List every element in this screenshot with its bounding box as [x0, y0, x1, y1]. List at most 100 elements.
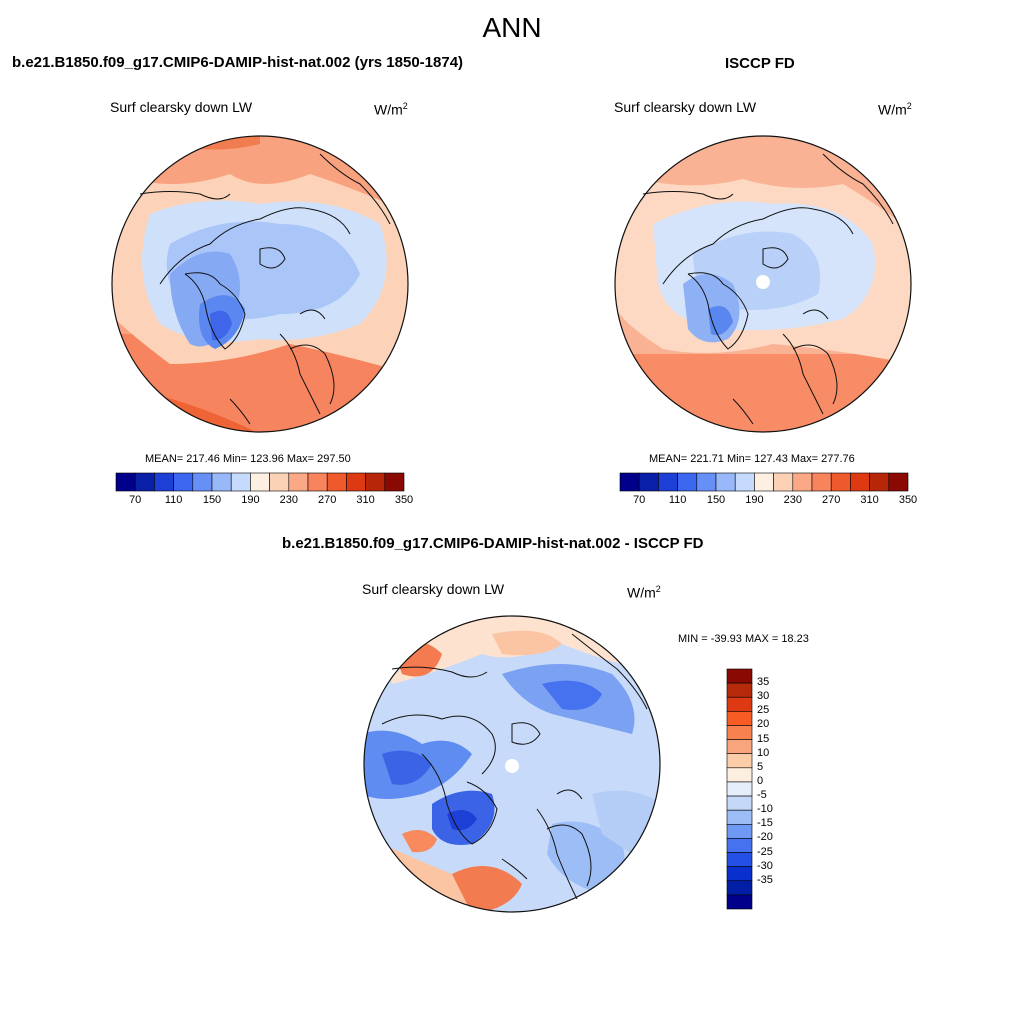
panel-obs-colorbar-tick-label: 150 — [706, 494, 726, 506]
panel-diff-colorbar-swatch — [726, 668, 753, 684]
map-fill-greenland-core — [210, 310, 232, 341]
panel-obs-colorbar-swatch — [638, 472, 659, 492]
map-fill-south-warm — [615, 354, 911, 432]
panel-model-colorbar-swatch — [326, 472, 347, 492]
panel-obs-colorbar-tick-label: 310 — [860, 494, 879, 506]
panel-model-colorbar-swatch — [211, 472, 232, 492]
panel-model-colorbar-tick-label: 230 — [279, 494, 298, 506]
panel-diff-colorbar-swatch — [726, 682, 753, 698]
panel-obs-colorbar-swatch — [715, 472, 736, 492]
panel-diff-colorbar — [726, 668, 753, 910]
panel-obs-colorbar-swatch — [734, 472, 755, 492]
pole-missing-data — [505, 759, 519, 773]
panel-diff-colorbar-swatch — [726, 753, 753, 769]
map-fill-siberia-positive — [492, 630, 562, 656]
panel-diff-colorbar-tick-label: 5 — [757, 760, 764, 773]
panel-model-colorbar-swatch — [307, 472, 328, 492]
panel-diff-colorbar-ticks: 35 30 25 20 15 10 5 0 -5 -10 -15 -20 -25 -30 -35 — [757, 669, 797, 909]
map-fill-canada-core — [382, 750, 432, 785]
panel-diff-colorbar-swatch — [726, 795, 753, 811]
panel-diff-colorbar-swatch — [726, 823, 753, 839]
panel-obs-colorbar — [619, 472, 909, 492]
panel-diff-colorbar-tick-label: 30 — [757, 690, 770, 703]
panel-diff-colorbar-tick-label: 0 — [757, 774, 764, 787]
map-fill-atlantic-core — [452, 866, 522, 912]
panel-obs-colorbar-swatch — [754, 472, 774, 492]
panel-obs-colorbar-ticks: 70 110 150 190 230 270 310 350 — [620, 494, 917, 508]
map-boundary — [363, 615, 661, 913]
panel-model-colorbar-tick-label: 150 — [202, 494, 222, 506]
map-boundary — [614, 135, 912, 433]
panel-model-colorbar-tick-label: 110 — [164, 494, 183, 506]
panel-obs-colorbar-swatch — [696, 472, 717, 492]
panel-diff-colorbar-tick-label: -30 — [757, 859, 773, 872]
panel-diff-colorbar-swatch — [726, 725, 753, 740]
panel-model-colorbar-swatch — [346, 472, 366, 492]
panel-model-polar-map — [111, 135, 409, 433]
panel-diff-title: b.e21.B1850.f09_g17.CMIP6-DAMIP-hist-nat… — [282, 535, 704, 552]
panel-obs-colorbar-swatch — [658, 472, 678, 492]
panel-obs-colorbar-swatch — [850, 472, 870, 492]
panel-obs-colorbar-swatch — [869, 472, 890, 492]
panel-model-colorbar-swatch — [288, 472, 309, 492]
panel-model-colorbar-swatch — [365, 472, 386, 492]
panel-model-colorbar-swatch — [115, 472, 136, 492]
map-fill-pacific-warm — [140, 136, 260, 150]
panel-obs-units: W/m2 — [878, 101, 912, 118]
panel-diff-colorbar-tick-label: -20 — [757, 831, 773, 844]
coastlines — [381, 633, 648, 900]
panel-diff-colorbar-tick-label: 20 — [757, 718, 770, 731]
panel-diff-colorbar-tick-label: 25 — [757, 704, 770, 717]
panel-diff-colorbar-swatch — [726, 894, 753, 910]
panel-model-colorbar-swatch — [173, 472, 194, 492]
map-boundary — [111, 135, 409, 433]
panel-obs-variable-label: Surf clearsky down LW — [614, 99, 757, 115]
panel-obs-colorbar-swatch — [619, 472, 640, 492]
panel-model-units: W/m2 — [374, 101, 408, 118]
panel-model-colorbar-swatch — [192, 472, 213, 492]
panel-obs-stats: MEAN= 221.71 Min= 127.43 Max= 277.76 — [649, 453, 855, 465]
pole-missing-data — [756, 275, 770, 289]
panel-diff-variable-label: Surf clearsky down LW — [362, 581, 505, 597]
panel-model-colorbar-swatch — [134, 472, 155, 492]
panel-diff-colorbar-swatch — [726, 880, 753, 896]
panel-diff-colorbar-swatch — [726, 866, 753, 882]
panel-obs-polar-map — [614, 135, 912, 433]
coastlines — [139, 153, 391, 425]
map-fill-greenland-core — [447, 810, 477, 831]
panel-model-colorbar-swatch — [154, 472, 174, 492]
coastlines — [642, 153, 894, 425]
panel-diff-colorbar-tick-label: -5 — [757, 789, 767, 802]
panel-obs-colorbar-swatch — [677, 472, 698, 492]
panel-diff-units: W/m2 — [627, 584, 661, 601]
panel-obs-colorbar-swatch — [830, 472, 851, 492]
panel-obs-colorbar-tick-label: 230 — [783, 494, 802, 506]
main-title: ANN — [482, 12, 542, 43]
panel-obs-colorbar-swatch — [811, 472, 832, 492]
map-fill-labrador-positive — [402, 830, 437, 853]
panel-diff-colorbar-swatch — [726, 838, 753, 853]
panel-obs-colorbar-swatch — [773, 472, 794, 492]
panel-model-colorbar-swatch — [250, 472, 270, 492]
panel-diff-colorbar-swatch — [726, 696, 753, 712]
panel-obs-colorbar-swatch — [888, 472, 909, 492]
panel-obs-colorbar-tick-label: 350 — [898, 494, 918, 506]
panel-model-colorbar-tick-label: 310 — [356, 494, 375, 506]
panel-diff-colorbar-tick-label: 10 — [757, 746, 770, 759]
panel-model-colorbar — [115, 472, 405, 492]
panel-diff-colorbar-swatch — [726, 711, 753, 726]
panel-model-colorbar-tick-label: 270 — [318, 494, 337, 506]
panel-model-stats: MEAN= 217.46 Min= 123.96 Max= 297.50 — [145, 453, 351, 465]
panel-diff-stats: MIN = -39.93 MAX = 18.23 — [678, 633, 809, 645]
panel-model-variable-label: Surf clearsky down LW — [110, 99, 253, 115]
panel-obs-colorbar-tick-label: 190 — [745, 494, 764, 506]
panel-obs-colorbar-tick-label: 110 — [668, 494, 687, 506]
panel-model-title: b.e21.B1850.f09_g17.CMIP6-DAMIP-hist-nat… — [12, 54, 464, 71]
panel-diff-colorbar-swatch — [726, 781, 753, 797]
panel-model-colorbar-swatch — [384, 472, 405, 492]
panel-model-colorbar-tick-label: 190 — [241, 494, 260, 506]
map-fill-east-core — [542, 680, 602, 710]
panel-diff-colorbar-swatch — [726, 739, 753, 755]
panel-diff-colorbar-tick-label: -35 — [757, 873, 773, 886]
panel-obs-title: ISCCP FD — [725, 55, 795, 72]
